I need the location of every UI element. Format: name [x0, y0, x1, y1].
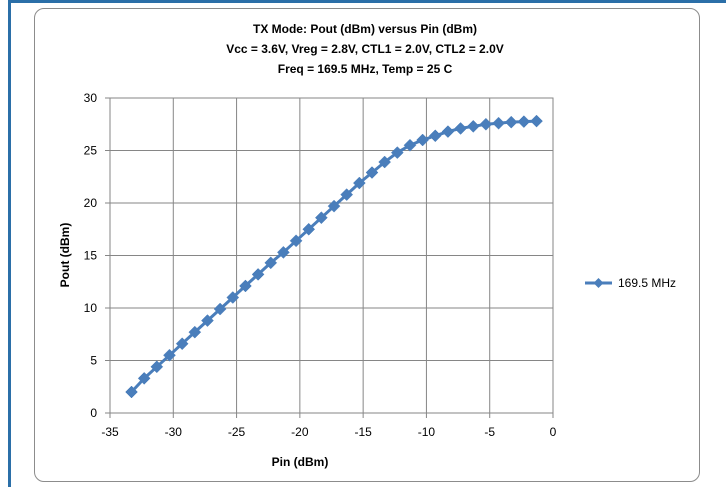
data-point	[137, 371, 151, 385]
data-point	[340, 188, 354, 201]
x-tick-label: -35	[101, 425, 119, 439]
chart-title-line-1: TX Mode: Pout (dBm) versus Pin (dBm)	[253, 22, 477, 36]
y-tick-label: 20	[84, 196, 98, 210]
series-0	[125, 114, 543, 399]
x-tick-label: -15	[354, 425, 372, 439]
data-point	[492, 116, 505, 130]
data-point	[201, 314, 214, 327]
data-point	[390, 146, 404, 159]
x-tick-label: 0	[550, 425, 557, 439]
series-layer	[125, 114, 543, 399]
data-point	[352, 176, 366, 190]
grid-lines	[109, 97, 554, 414]
legend-label: 169.5 MHz	[618, 276, 676, 290]
axes	[105, 97, 554, 418]
data-point	[454, 122, 467, 135]
data-point	[277, 245, 290, 259]
data-point	[479, 117, 493, 131]
data-point	[163, 348, 176, 362]
data-point	[150, 360, 164, 374]
data-point	[302, 222, 316, 236]
legend: 169.5 MHz	[585, 276, 676, 290]
plot-area	[109, 97, 554, 414]
data-point	[315, 211, 328, 225]
y-tick-label: 10	[84, 301, 98, 315]
data-point	[264, 256, 278, 270]
data-point	[416, 133, 429, 147]
data-point	[251, 268, 265, 281]
chart-title-line-3: Freq = 169.5 MHz, Temp = 25 C	[278, 62, 453, 76]
data-point	[378, 155, 392, 169]
legend-entry: 169.5 MHz	[585, 276, 676, 290]
y-tick-label: 5	[90, 354, 97, 368]
data-point	[530, 114, 543, 128]
chart-title-line-2: Vcc = 3.6V, Vreg = 2.8V, CTL1 = 2.0V, CT…	[226, 42, 504, 56]
data-point	[441, 125, 455, 138]
data-point	[327, 199, 341, 213]
x-tick-label: -5	[484, 425, 495, 439]
data-point	[239, 279, 252, 293]
text-layer: TX Mode: Pout (dBm) versus Pin (dBm) Vcc…	[58, 22, 504, 469]
data-point	[226, 291, 240, 304]
y-tick-label: 30	[84, 91, 98, 105]
x-axis-title: Pin (dBm)	[272, 455, 329, 469]
y-tick-label: 0	[90, 406, 97, 420]
data-point	[175, 337, 189, 351]
data-point	[365, 166, 379, 179]
data-point	[213, 302, 227, 316]
x-tick-label: -20	[291, 425, 309, 439]
x-tick-label: -25	[228, 425, 246, 439]
page-left-rule	[8, 0, 11, 487]
y-axis-title: Pout (dBm)	[58, 223, 72, 288]
x-tick-label: -10	[418, 425, 436, 439]
data-point	[289, 234, 303, 248]
tick-labels: -35 -30 -25 -20 -15 -10 -5 0 0 5 10 15 20 25 30	[84, 91, 557, 439]
data-point	[428, 129, 442, 143]
data-point	[504, 115, 518, 129]
x-tick-label: -30	[165, 425, 183, 439]
series-line	[130, 119, 537, 394]
page-top-rule	[8, 0, 726, 3]
data-point	[517, 115, 531, 128]
chart-frame	[34, 8, 700, 482]
y-tick-label: 15	[84, 249, 98, 263]
data-point	[466, 119, 480, 133]
legend-marker	[593, 278, 604, 288]
y-tick-label: 25	[84, 144, 98, 158]
data-point	[188, 325, 202, 339]
data-point	[403, 138, 417, 152]
data-point	[125, 385, 138, 399]
